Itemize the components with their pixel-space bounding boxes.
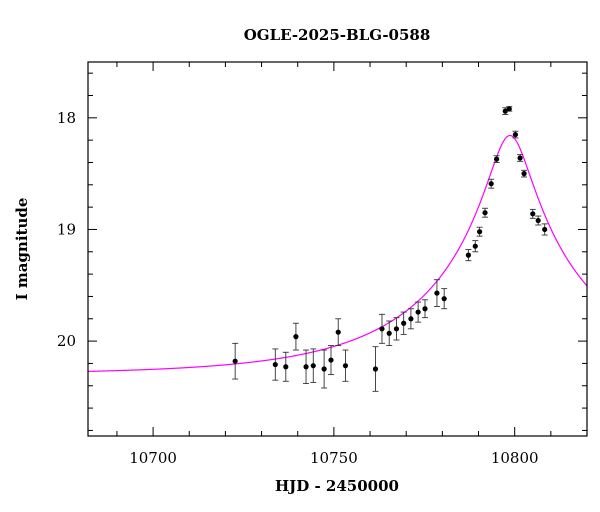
x-tick-label: 10800: [491, 449, 539, 467]
data-point: [372, 366, 379, 372]
data-point: [293, 334, 299, 340]
x-tick-label: 10750: [310, 449, 358, 467]
data-point: [415, 309, 421, 315]
data-point: [502, 108, 508, 114]
data-point: [494, 156, 500, 162]
data-point: [506, 106, 512, 112]
data-point: [342, 363, 349, 369]
data-point: [335, 329, 341, 335]
data-point: [379, 326, 385, 332]
data-point: [441, 296, 447, 302]
data-point: [477, 229, 483, 235]
data-point: [393, 326, 400, 332]
data-point: [232, 358, 238, 364]
y-axis-label: I magnitude: [13, 198, 31, 301]
data-point: [386, 330, 392, 336]
data-point: [422, 306, 428, 312]
data-point: [488, 181, 494, 187]
plot-frame: [87, 61, 588, 437]
data-point: [472, 243, 478, 249]
x-tick-label: 10700: [129, 449, 177, 467]
data-point: [542, 226, 548, 233]
data-point: [530, 211, 536, 217]
plot-area: 10700 10750 10800 18 19 20: [57, 61, 588, 467]
data-point: [303, 364, 309, 370]
data-point: [272, 361, 278, 368]
data-point: [512, 131, 519, 138]
x-axis-label: HJD - 2450000: [275, 477, 399, 495]
data-point: [434, 290, 440, 296]
data-point: [310, 363, 316, 369]
chart-title: OGLE-2025-BLG-0588: [244, 26, 431, 44]
data-point: [521, 171, 527, 177]
y-tick-label: 18: [57, 109, 76, 127]
data-point: [283, 364, 289, 370]
data-point: [535, 217, 541, 224]
data-point: [321, 366, 327, 372]
data-point: [465, 252, 471, 258]
data-point: [401, 320, 407, 326]
y-tick-label: 19: [57, 220, 76, 238]
model-curve: [88, 134, 587, 372]
data-point: [408, 316, 414, 322]
y-tick-label: 20: [57, 332, 76, 350]
data-point: [482, 210, 488, 216]
data-point: [517, 155, 523, 161]
data-point: [328, 357, 334, 363]
